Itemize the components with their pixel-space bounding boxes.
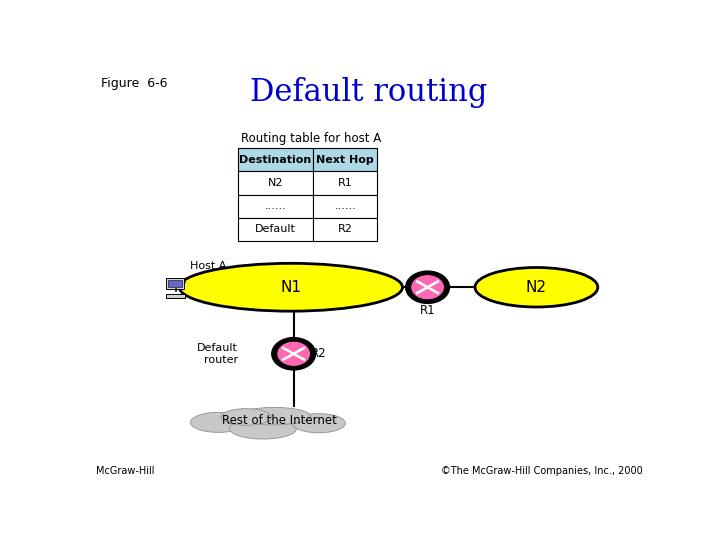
Text: Routing table for host A: Routing table for host A <box>240 132 381 145</box>
FancyBboxPatch shape <box>166 294 185 298</box>
Text: R2: R2 <box>311 347 327 360</box>
Text: ......: ...... <box>334 201 356 211</box>
FancyBboxPatch shape <box>313 218 377 241</box>
Text: Rest of the Internet: Rest of the Internet <box>222 414 337 427</box>
Text: McGraw-Hill: McGraw-Hill <box>96 467 154 476</box>
FancyBboxPatch shape <box>313 171 377 194</box>
Text: N2: N2 <box>268 178 283 188</box>
FancyBboxPatch shape <box>238 194 313 218</box>
FancyBboxPatch shape <box>166 278 184 289</box>
Ellipse shape <box>292 414 346 433</box>
Circle shape <box>271 337 316 370</box>
Text: N1: N1 <box>280 280 302 295</box>
Text: N2: N2 <box>526 280 547 295</box>
Text: Default routing: Default routing <box>251 77 487 109</box>
Text: Default: Default <box>255 225 296 234</box>
Circle shape <box>184 281 186 283</box>
Text: R1: R1 <box>338 178 353 188</box>
Ellipse shape <box>230 418 297 439</box>
Text: R1: R1 <box>420 303 436 316</box>
Ellipse shape <box>190 413 246 433</box>
Circle shape <box>277 341 310 366</box>
Ellipse shape <box>179 264 402 311</box>
FancyBboxPatch shape <box>238 148 313 171</box>
FancyBboxPatch shape <box>313 148 377 171</box>
FancyBboxPatch shape <box>313 194 377 218</box>
Text: Default
router: Default router <box>197 343 238 364</box>
Text: Next Hop: Next Hop <box>316 154 374 165</box>
Text: ......: ...... <box>265 201 287 211</box>
FancyBboxPatch shape <box>238 171 313 194</box>
Ellipse shape <box>221 409 271 426</box>
Text: Host A: Host A <box>190 261 227 272</box>
Ellipse shape <box>475 267 598 307</box>
Text: R2: R2 <box>338 225 353 234</box>
FancyBboxPatch shape <box>238 218 313 241</box>
Circle shape <box>405 271 450 304</box>
Circle shape <box>411 275 444 300</box>
Ellipse shape <box>238 407 310 425</box>
FancyBboxPatch shape <box>168 280 181 287</box>
Text: Destination: Destination <box>240 154 312 165</box>
Text: Figure  6-6: Figure 6-6 <box>101 77 168 90</box>
Text: ©The McGraw-Hill Companies, Inc., 2000: ©The McGraw-Hill Companies, Inc., 2000 <box>441 467 642 476</box>
